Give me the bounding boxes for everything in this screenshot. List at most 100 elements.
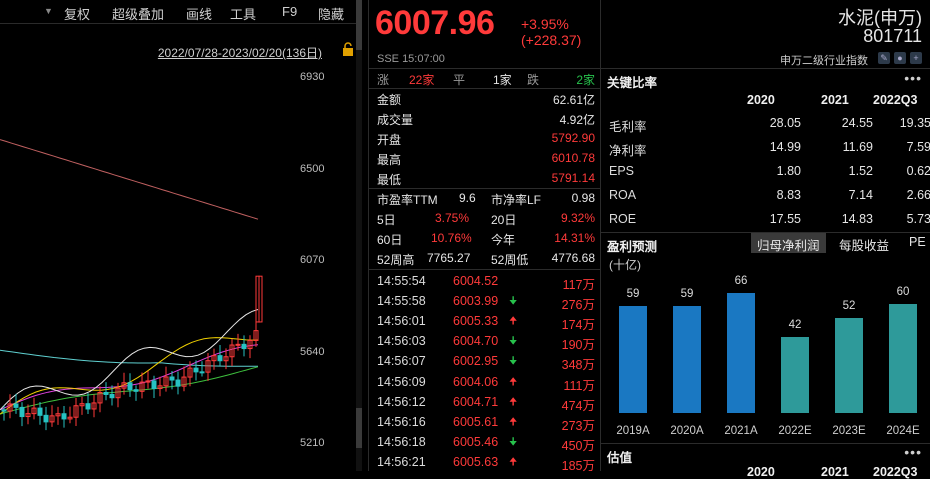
stat-value: 5791.14 xyxy=(551,171,595,185)
ratio-year: 2021 xyxy=(821,93,849,107)
more-icon[interactable]: ••• xyxy=(904,444,922,460)
toolbar-draw-line[interactable]: 画线 xyxy=(186,7,213,22)
breadth-down: 2家 xyxy=(576,73,595,87)
chart-toolbar: ▼ 复权 超级叠加 画线 工具 F9 隐藏 xyxy=(0,0,362,24)
trade-volume: 276万 xyxy=(561,298,595,313)
valuation-year: 2020 xyxy=(747,465,775,479)
tab-net-profit[interactable]: 归母净利润 xyxy=(751,233,826,253)
add-icon[interactable]: + xyxy=(910,52,922,64)
pb-value: 0.98 xyxy=(571,191,595,205)
forecast-bar-label: 60 xyxy=(896,285,910,298)
trade-row: 14:56:09 6004.06 🠉 111万 xyxy=(369,371,601,394)
trade-row: 14:56:03 6004.70 🠋 190万 xyxy=(369,330,601,353)
lock-icon[interactable] xyxy=(342,42,354,59)
forecast-bar-label: 42 xyxy=(788,318,802,331)
scrollbar-thumb[interactable] xyxy=(356,408,362,448)
forecast-bar[interactable] xyxy=(781,336,809,413)
toolbar-f9[interactable]: F9 xyxy=(282,4,298,19)
star-icon[interactable]: ▼ xyxy=(44,6,53,16)
trade-volume: 117万 xyxy=(562,278,595,292)
index-name: 水泥(申万) xyxy=(838,8,922,28)
trade-volume: 450万 xyxy=(561,438,595,453)
candle-body xyxy=(223,356,229,362)
candle-body xyxy=(43,414,49,423)
tab-pe[interactable]: PE xyxy=(909,235,926,249)
pb-label: 市净率LF xyxy=(491,193,542,207)
chart-scrollbar[interactable] xyxy=(356,0,362,471)
candle-body xyxy=(1,409,7,412)
candle-body xyxy=(133,389,139,392)
scrollbar-thumb[interactable] xyxy=(356,0,362,50)
kline-chart-panel[interactable]: ▼ 复权 超级叠加 画线 工具 F9 隐藏 2022/07/28-2023/02… xyxy=(0,0,362,471)
perf-value: 14.31% xyxy=(554,231,595,245)
tab-eps[interactable]: 每股收益 xyxy=(839,239,890,253)
arrow-up-icon: 🠉 xyxy=(509,456,518,468)
date-range-label[interactable]: 2022/07/28-2023/02/20(136日) xyxy=(157,46,322,60)
alert-bell-icon[interactable]: ● xyxy=(894,52,906,64)
divider xyxy=(601,443,930,444)
toolbar-tools[interactable]: 工具 xyxy=(230,7,257,22)
breadth-flat: 1家 xyxy=(493,73,512,87)
ratio-row: ROE 17.55 14.83 5.73 xyxy=(601,208,930,232)
candle-body xyxy=(199,371,205,374)
toolbar-restore-rights[interactable]: 复权 xyxy=(64,7,91,22)
valuation-title: 估值 xyxy=(607,451,633,465)
stat-value: 5792.90 xyxy=(551,131,595,145)
arrow-up-icon: 🠉 xyxy=(509,316,518,328)
forecast-x-label: 2024E xyxy=(886,425,920,437)
candle-body xyxy=(103,391,109,395)
trade-time: 14:56:03 xyxy=(377,334,426,349)
y-tick: 6500 xyxy=(300,163,325,175)
stat-value: 4.92亿 xyxy=(559,113,595,127)
ratio-value: 17.55 xyxy=(769,212,801,226)
trade-volume: 185万 xyxy=(561,458,595,473)
trade-volume: 174万 xyxy=(561,318,595,333)
ratio-row: 毛利率 28.05 24.55 19.35 xyxy=(601,112,930,136)
stat-value: 62.61亿 xyxy=(552,93,595,107)
forecast-bar[interactable] xyxy=(673,305,701,413)
candle-body xyxy=(49,415,55,423)
ma120-line xyxy=(0,349,259,367)
y-tick: 5640 xyxy=(300,346,325,358)
trade-price: 6004.70 xyxy=(453,334,499,349)
candle-body xyxy=(241,343,247,350)
ratios-title: 关键比率 xyxy=(607,76,658,90)
candle-body xyxy=(127,382,133,391)
forecast-x-label: 2020A xyxy=(670,425,704,437)
trade-row: 14:56:12 6004.71 🠉 474万 xyxy=(369,391,601,414)
candle-body xyxy=(121,382,127,389)
y-tick: 6070 xyxy=(300,254,325,266)
forecast-bar[interactable] xyxy=(727,293,755,413)
trade-row: 14:55:54 6004.52 117万 xyxy=(369,270,601,293)
toolbar-super-overlay[interactable]: 超级叠加 xyxy=(112,7,165,22)
perf-label: 5日 xyxy=(377,213,396,227)
52week-low: 4776.68 xyxy=(551,251,595,265)
52week-high-label: 52周高 xyxy=(377,253,415,267)
ratio-value: 0.62 xyxy=(906,164,930,178)
ratio-value: 7.14 xyxy=(848,188,873,202)
kline-plot[interactable] xyxy=(0,60,296,471)
ratio-value: 19.35 xyxy=(899,116,930,130)
candle-body xyxy=(91,402,97,410)
ratio-value: 14.99 xyxy=(769,140,801,154)
valuation-row: 市盈率TTM 9.6 市净率LF 0.98 xyxy=(369,188,601,208)
trade-row: 14:56:18 6005.46 🠋 450万 xyxy=(369,431,601,454)
index-category: 申万二级行业指数 xyxy=(780,55,868,67)
52week-high: 7765.27 xyxy=(427,251,471,265)
divider xyxy=(369,188,601,189)
candle-body xyxy=(61,413,67,420)
candle-body xyxy=(139,381,145,392)
index-code: 801711 xyxy=(863,26,922,46)
more-icon[interactable]: ••• xyxy=(904,70,922,86)
candle-body xyxy=(235,343,241,346)
stat-label: 金额 xyxy=(377,93,402,107)
forecast-bar[interactable] xyxy=(619,305,647,413)
ratio-row: ROA 8.83 7.14 2.66 xyxy=(601,184,930,208)
candle-body xyxy=(169,376,175,381)
toolbar-hide[interactable]: 隐藏 xyxy=(318,7,345,22)
candle-body xyxy=(109,393,115,399)
forecast-bar[interactable] xyxy=(835,318,863,413)
forecast-bar[interactable] xyxy=(889,303,917,413)
edit-icon[interactable]: ✎ xyxy=(878,52,890,64)
candle-body xyxy=(255,275,263,323)
